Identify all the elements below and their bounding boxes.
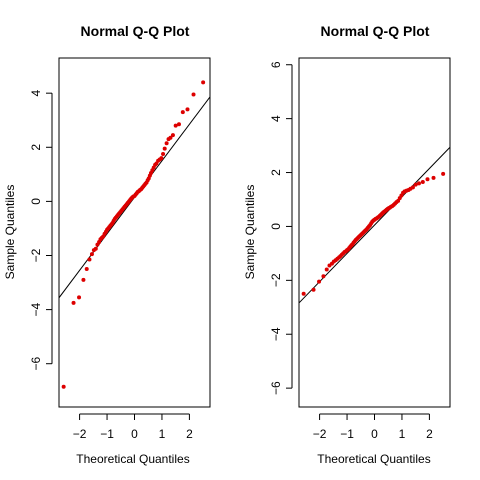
data-point <box>413 182 418 187</box>
x-tick-label: −1 <box>100 427 114 441</box>
x-tick-label: 1 <box>159 427 166 441</box>
data-point <box>410 185 415 190</box>
y-tick-label: −2 <box>269 273 283 287</box>
y-tick-label: 6 <box>269 61 283 68</box>
data-point <box>324 267 329 272</box>
data-point <box>180 110 185 115</box>
data-point <box>87 257 92 262</box>
data-point <box>311 287 316 292</box>
x-tick-label: 2 <box>426 427 433 441</box>
data-point <box>191 92 196 97</box>
data-point <box>201 80 206 85</box>
data-point <box>185 107 190 112</box>
plot-frame <box>298 57 451 408</box>
y-tick-label: 0 <box>29 198 43 205</box>
data-point <box>89 252 94 257</box>
data-point <box>77 295 82 300</box>
data-point <box>93 246 98 251</box>
y-tick-label: −4 <box>29 302 43 316</box>
data-point <box>301 291 306 296</box>
y-tick-label: 4 <box>29 90 43 97</box>
data-point <box>425 177 430 182</box>
data-point <box>420 179 425 184</box>
x-axis-label: Theoretical Quantiles <box>76 452 189 466</box>
data-point <box>159 156 164 161</box>
x-axis-label: Theoretical Quantiles <box>317 452 430 466</box>
data-point <box>170 133 175 138</box>
y-tick-label: −2 <box>29 248 43 262</box>
data-point <box>84 267 89 272</box>
x-tick-label: 1 <box>399 427 406 441</box>
data-point <box>321 274 326 279</box>
data-point <box>61 384 66 389</box>
x-tick-label: 2 <box>186 427 193 441</box>
qq-plot-left: Normal Q-Q Plot Theoretical Quantiles Sa… <box>3 23 211 466</box>
data-point <box>431 175 436 180</box>
plot-title: Normal Q-Q Plot <box>321 23 430 39</box>
y-tick-label: −6 <box>29 357 43 371</box>
y-tick-label: 2 <box>269 169 283 176</box>
data-point <box>168 135 173 140</box>
data-point <box>416 181 421 186</box>
data-point <box>162 146 167 151</box>
data-point <box>441 171 446 176</box>
data-point <box>173 123 178 128</box>
y-tick-label: −6 <box>269 381 283 395</box>
data-point <box>71 300 76 305</box>
data-point <box>81 277 86 282</box>
y-tick-label: −4 <box>269 327 283 341</box>
data-point <box>164 141 169 146</box>
x-tick-label: 0 <box>371 427 378 441</box>
data-point <box>176 122 181 127</box>
x-tick-label: −2 <box>73 427 87 441</box>
y-tick-label: 0 <box>269 223 283 230</box>
x-tick-label: 0 <box>131 427 138 441</box>
qq-plot-right: Normal Q-Q Plot Theoretical Quantiles Sa… <box>243 23 451 466</box>
data-point <box>317 279 322 284</box>
plot-frame <box>58 57 211 408</box>
data-point <box>161 152 166 157</box>
y-tick-label: 4 <box>269 115 283 122</box>
y-axis-label: Sample Quantiles <box>243 185 257 280</box>
x-tick-label: −1 <box>340 427 354 441</box>
plot-title: Normal Q-Q Plot <box>81 23 190 39</box>
y-axis-label: Sample Quantiles <box>3 185 17 280</box>
x-tick-label: −2 <box>313 427 327 441</box>
y-tick-label: 2 <box>29 144 43 151</box>
